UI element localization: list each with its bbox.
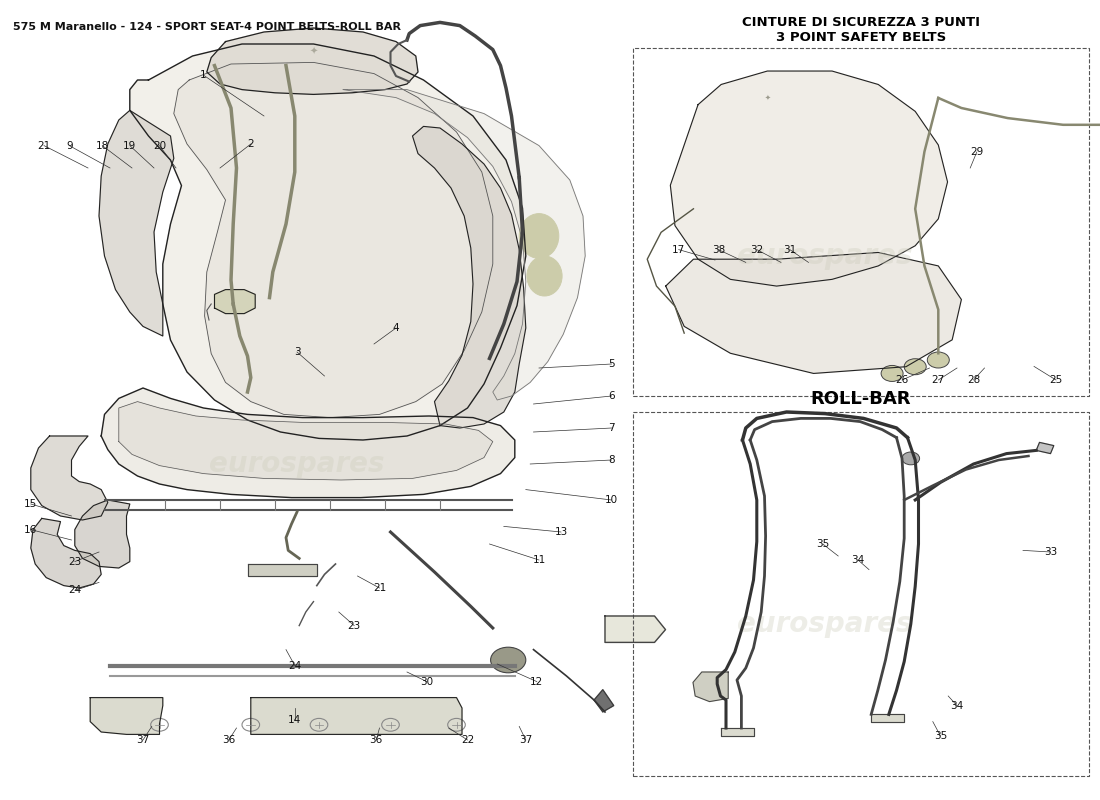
Text: 38: 38 (712, 245, 725, 254)
Text: ✦: ✦ (309, 47, 318, 57)
Text: 3: 3 (294, 347, 300, 357)
Polygon shape (207, 28, 418, 94)
Text: 14: 14 (288, 715, 301, 725)
Text: 21: 21 (37, 141, 51, 150)
Text: 24: 24 (288, 661, 301, 670)
Polygon shape (343, 90, 585, 400)
Text: 20: 20 (153, 141, 166, 150)
Text: CINTURE DI SICUREZZA 3 PUNTI
3 POINT SAFETY BELTS: CINTURE DI SICUREZZA 3 PUNTI 3 POINT SAF… (741, 16, 980, 44)
Text: 17: 17 (672, 245, 685, 254)
Polygon shape (90, 698, 163, 734)
Text: 22: 22 (461, 735, 474, 745)
Circle shape (491, 647, 526, 673)
Text: 36: 36 (370, 735, 383, 745)
Text: 16: 16 (24, 525, 37, 534)
Text: 33: 33 (1044, 547, 1057, 557)
Text: 27: 27 (932, 375, 945, 385)
Text: 30: 30 (420, 677, 433, 686)
Polygon shape (1036, 442, 1054, 454)
Polygon shape (119, 402, 493, 480)
Text: 21: 21 (373, 583, 386, 593)
Text: ✦: ✦ (764, 95, 770, 101)
Polygon shape (214, 290, 255, 314)
Text: 10: 10 (605, 495, 618, 505)
Text: 575 M Maranello - 124 - SPORT SEAT-4 POINT BELTS-ROLL BAR: 575 M Maranello - 124 - SPORT SEAT-4 POI… (13, 22, 401, 32)
Text: 7: 7 (608, 423, 615, 433)
Polygon shape (720, 728, 754, 736)
Text: 4: 4 (393, 323, 399, 333)
Polygon shape (101, 388, 515, 498)
Polygon shape (31, 518, 101, 588)
Text: 35: 35 (934, 731, 947, 741)
Polygon shape (666, 253, 961, 374)
Ellipse shape (519, 214, 559, 258)
Text: 23: 23 (348, 621, 361, 630)
Polygon shape (670, 71, 947, 286)
Text: 36: 36 (222, 735, 235, 745)
Text: 24: 24 (68, 586, 81, 595)
Text: 34: 34 (851, 555, 865, 565)
Polygon shape (693, 672, 728, 702)
Text: 13: 13 (554, 527, 568, 537)
Text: eurospares: eurospares (737, 610, 913, 638)
Polygon shape (605, 616, 665, 642)
Ellipse shape (527, 256, 562, 296)
Text: 6: 6 (608, 391, 615, 401)
Circle shape (927, 352, 949, 368)
Polygon shape (248, 564, 317, 576)
Text: 12: 12 (530, 677, 543, 686)
Text: 29: 29 (970, 147, 983, 157)
Polygon shape (75, 500, 130, 568)
Text: 1: 1 (200, 70, 207, 80)
Text: 31: 31 (783, 245, 796, 254)
Circle shape (881, 366, 903, 382)
Text: 34: 34 (950, 701, 964, 710)
Text: 9: 9 (66, 141, 73, 150)
Polygon shape (31, 436, 108, 520)
Polygon shape (412, 126, 526, 428)
Polygon shape (871, 714, 904, 722)
Text: 18: 18 (96, 141, 109, 150)
Text: 11: 11 (532, 555, 546, 565)
Text: 2: 2 (248, 139, 254, 149)
Text: 32: 32 (750, 245, 763, 254)
Text: 28: 28 (967, 375, 980, 385)
Text: 5: 5 (608, 359, 615, 369)
Text: 37: 37 (519, 735, 532, 745)
Text: eurospares: eurospares (737, 242, 913, 270)
Text: 26: 26 (895, 375, 909, 385)
Circle shape (904, 358, 926, 374)
Text: 37: 37 (136, 735, 150, 745)
Text: ROLL-BAR: ROLL-BAR (811, 390, 911, 408)
Text: 23: 23 (68, 557, 81, 566)
Polygon shape (251, 698, 462, 734)
Polygon shape (99, 110, 174, 336)
Circle shape (902, 452, 920, 465)
Polygon shape (130, 44, 526, 440)
Polygon shape (594, 690, 614, 712)
Polygon shape (174, 62, 493, 418)
Text: eurospares: eurospares (209, 450, 385, 478)
Text: 15: 15 (24, 499, 37, 509)
Text: 35: 35 (816, 539, 829, 549)
Text: 25: 25 (1049, 375, 1063, 385)
Text: 19: 19 (123, 141, 136, 150)
Text: 8: 8 (608, 455, 615, 465)
